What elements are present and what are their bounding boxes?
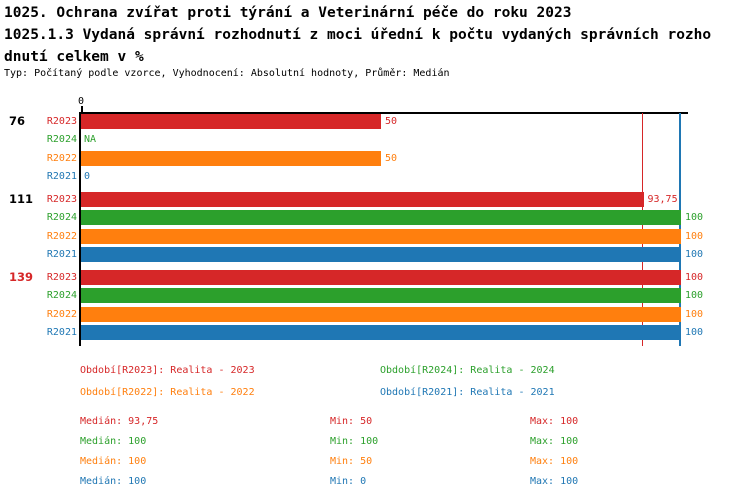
bar-value-label: 100	[685, 249, 704, 261]
series-label: R2023	[46, 116, 77, 127]
stat-min: Min: 50	[330, 456, 373, 467]
series-label: R2021	[46, 249, 77, 261]
stat-max: Max: 100	[530, 416, 579, 427]
series-label: R2021	[46, 327, 77, 339]
axis-top-line	[79, 112, 688, 114]
bar-value-label: 50	[385, 152, 398, 164]
stat-median: Medián: 100	[80, 476, 147, 487]
bar-value-label: 50	[385, 116, 398, 127]
series-label: R2024	[46, 212, 77, 224]
axis-vertical-line	[79, 112, 81, 346]
bar-r2024	[81, 288, 681, 304]
legend-item: Období[R2024]: Realita - 2024	[380, 365, 555, 376]
bar-value-label: 93,75	[647, 194, 678, 205]
series-label: R2023	[46, 194, 77, 205]
group-id-label: 76	[9, 114, 26, 128]
group-id-label: 139	[9, 270, 34, 284]
stat-max: Max: 100	[530, 476, 579, 487]
stat-max: Max: 100	[530, 436, 579, 447]
chart-type-subtitle: Typ: Počítaný podle vzorce, Vyhodnocení:…	[4, 68, 450, 79]
bar-r2023	[81, 192, 644, 207]
stat-median: Medián: 100	[80, 436, 147, 447]
bar-r2024	[81, 210, 681, 226]
bar-r2022	[81, 306, 681, 322]
page-title-line1: 1025. Ochrana zvířat proti týrání a Vete…	[4, 5, 572, 21]
legend-item: Období[R2023]: Realita - 2023	[80, 365, 255, 376]
axis-zero-tick-label: 0	[78, 96, 85, 107]
stat-max: Max: 100	[530, 456, 579, 467]
bar-value-label: 0	[84, 171, 91, 183]
series-label: R2022	[46, 230, 77, 242]
stat-min: Min: 0	[330, 476, 367, 487]
stat-median: Medián: 93,75	[80, 416, 159, 427]
series-label: R2022	[46, 152, 77, 164]
legend-item: Období[R2021]: Realita - 2021	[380, 387, 555, 398]
page-title-line3: dnutí celkem v %	[4, 49, 144, 65]
bar-value-label: 100	[685, 308, 704, 320]
stat-median: Medián: 100	[80, 456, 147, 467]
bar-r2022	[81, 228, 681, 244]
bar-value-label: NA	[84, 134, 97, 146]
series-label: R2021	[46, 171, 77, 183]
group-id-label: 111	[9, 192, 34, 206]
series-label: R2024	[46, 290, 77, 302]
bar-r2023	[81, 114, 381, 129]
series-label: R2023	[46, 272, 77, 283]
bar-r2021	[81, 325, 681, 341]
stat-min: Min: 50	[330, 416, 373, 427]
bar-r2022	[81, 150, 381, 166]
bar-r2021	[81, 247, 681, 263]
series-label: R2022	[46, 308, 77, 320]
bar-value-label: 100	[685, 272, 704, 283]
bar-r2023	[81, 270, 681, 285]
series-label: R2024	[46, 134, 77, 146]
bar-value-label: 100	[685, 230, 704, 242]
legend-item: Období[R2022]: Realita - 2022	[80, 387, 255, 398]
page-title-line2: 1025.1.3 Vydaná správní rozhodnutí z moc…	[4, 27, 712, 43]
bar-value-label: 100	[685, 212, 704, 224]
axis-zero-tick-mark	[81, 106, 83, 113]
stat-min: Min: 100	[330, 436, 379, 447]
bar-value-label: 100	[685, 327, 704, 339]
bar-value-label: 100	[685, 290, 704, 302]
